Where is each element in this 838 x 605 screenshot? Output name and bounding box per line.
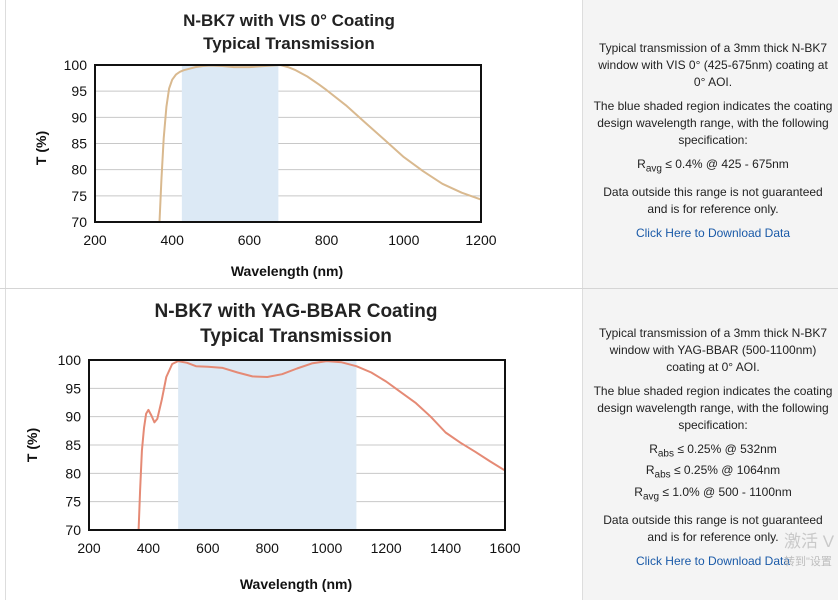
x-tick-label: 1400 bbox=[430, 540, 461, 556]
specification: Ravg ≤ 0.4% @ 425 - 675nm bbox=[593, 156, 833, 177]
description-text: Typical transmission of a 3mm thick N-BK… bbox=[598, 326, 828, 374]
transmission-curve bbox=[158, 64, 481, 223]
spec-symbol: R bbox=[634, 484, 643, 499]
spec-symbol: R bbox=[645, 463, 655, 478]
y-tick-label: 100 bbox=[58, 352, 82, 368]
description-cell: Typical transmission of a 3mm thick N-BK… bbox=[583, 0, 838, 289]
spec-line: Rabs ≤ 0.25% @ 1064nm bbox=[593, 462, 833, 483]
x-tick-label: 1200 bbox=[465, 232, 496, 248]
x-tick-label: 800 bbox=[256, 540, 280, 556]
x-tick-label: 200 bbox=[77, 540, 101, 556]
spec-subscript: abs bbox=[654, 469, 671, 481]
spec-value: ≤ 0.4% @ 425 - 675nm bbox=[661, 157, 789, 171]
spec-value: ≤ 1.0% @ 500 - 1100nm bbox=[659, 484, 792, 499]
y-tick-label: 80 bbox=[65, 465, 81, 481]
specification: Rabs ≤ 0.25% @ 532nm Rabs ≤ 0.25% @ 1064… bbox=[593, 441, 833, 505]
chart-cell: N-BK7 with YAG-BBAR Coating Typical Tran… bbox=[5, 289, 583, 600]
y-tick-label: 85 bbox=[71, 136, 87, 152]
y-tick-label: 85 bbox=[65, 437, 81, 453]
spec-symbol: R bbox=[637, 157, 646, 171]
spec-value: ≤ 0.25% @ 1064nm bbox=[670, 463, 781, 478]
description: Typical transmission of a 3mm thick N-BK… bbox=[593, 40, 833, 249]
x-tick-label: 1200 bbox=[371, 540, 402, 556]
row-divider bbox=[0, 288, 838, 289]
y-tick-label: 90 bbox=[65, 409, 81, 425]
description: Typical transmission of a 3mm thick N-BK… bbox=[593, 325, 833, 577]
y-tick-label: 80 bbox=[71, 162, 87, 178]
x-tick-label: 400 bbox=[161, 232, 185, 248]
activation-watermark-hint: 转到"设置 bbox=[784, 556, 832, 568]
transmission-curve bbox=[137, 360, 505, 531]
download-data-link[interactable]: Click Here to Download Data bbox=[635, 554, 791, 569]
shading-explanation: The blue shaded region indicates the coa… bbox=[593, 384, 833, 432]
y-tick-label: 70 bbox=[65, 522, 81, 538]
shading-explanation: The blue shaded region indicates the coa… bbox=[593, 99, 833, 147]
chart-title-line1: N-BK7 with VIS 0° Coating bbox=[183, 11, 395, 30]
y-tick-label: 95 bbox=[65, 380, 81, 396]
plot-frame bbox=[94, 64, 482, 223]
spec-symbol: R bbox=[649, 442, 658, 456]
x-axis-label: Wavelength (nm) bbox=[231, 263, 343, 279]
coating-range-shade bbox=[178, 360, 357, 530]
y-axis-label: T (%) bbox=[33, 131, 49, 165]
spec-line: Rabs ≤ 0.25% @ 532nm bbox=[593, 441, 833, 462]
y-tick-label: 100 bbox=[64, 57, 88, 73]
spec-value: ≤ 0.25% @ 532nm bbox=[673, 442, 777, 456]
disclaimer-text: Data outside this range is not guarantee… bbox=[603, 185, 823, 217]
x-tick-label: 1000 bbox=[388, 232, 419, 248]
disclaimer-text: Data outside this range is not guarantee… bbox=[603, 513, 823, 545]
transmission-chart: N-BK7 with VIS 0° Coating Typical Transm… bbox=[33, 11, 497, 279]
activation-watermark: 激活 V bbox=[784, 532, 835, 551]
transmission-chart: N-BK7 with YAG-BBAR Coating Typical Tran… bbox=[24, 301, 521, 592]
spec-subscript: avg bbox=[645, 163, 662, 175]
plot-frame bbox=[88, 359, 506, 531]
x-axis-label: Wavelength (nm) bbox=[240, 576, 352, 592]
y-axis-label: T (%) bbox=[24, 428, 40, 462]
chart-title-line2: Typical Transmission bbox=[200, 326, 392, 347]
x-tick-label: 800 bbox=[315, 232, 339, 248]
description-text: Typical transmission of a 3mm thick N-BK… bbox=[598, 41, 828, 89]
y-tick-label: 70 bbox=[71, 214, 87, 230]
spec-subscript: avg bbox=[642, 491, 660, 503]
chart-title-line1: N-BK7 with YAG-BBAR Coating bbox=[155, 301, 438, 322]
y-tick-label: 90 bbox=[71, 109, 87, 125]
x-tick-label: 200 bbox=[83, 232, 107, 248]
chart-title-line2: Typical Transmission bbox=[203, 34, 375, 53]
spec-subscript: abs bbox=[657, 448, 674, 460]
x-tick-label: 400 bbox=[137, 540, 161, 556]
x-tick-label: 600 bbox=[196, 540, 220, 556]
y-tick-label: 75 bbox=[65, 494, 81, 510]
panel-yag-bbar-coating: N-BK7 with YAG-BBAR Coating Typical Tran… bbox=[0, 289, 838, 600]
panel-vis-coating: N-BK7 with VIS 0° Coating Typical Transm… bbox=[0, 0, 838, 289]
y-tick-label: 75 bbox=[71, 188, 87, 204]
x-tick-label: 600 bbox=[238, 232, 262, 248]
download-data-link[interactable]: Click Here to Download Data bbox=[635, 226, 791, 241]
coating-range-shade bbox=[181, 65, 279, 222]
x-tick-label: 1600 bbox=[489, 540, 520, 556]
chart-cell: N-BK7 with VIS 0° Coating Typical Transm… bbox=[5, 0, 583, 289]
spec-line: Ravg ≤ 1.0% @ 500 - 1100nm bbox=[593, 484, 833, 505]
spec-line: Ravg ≤ 0.4% @ 425 - 675nm bbox=[593, 156, 833, 177]
y-tick-label: 95 bbox=[71, 83, 87, 99]
description-cell: Typical transmission of a 3mm thick N-BK… bbox=[583, 289, 838, 600]
x-tick-label: 1000 bbox=[311, 540, 342, 556]
